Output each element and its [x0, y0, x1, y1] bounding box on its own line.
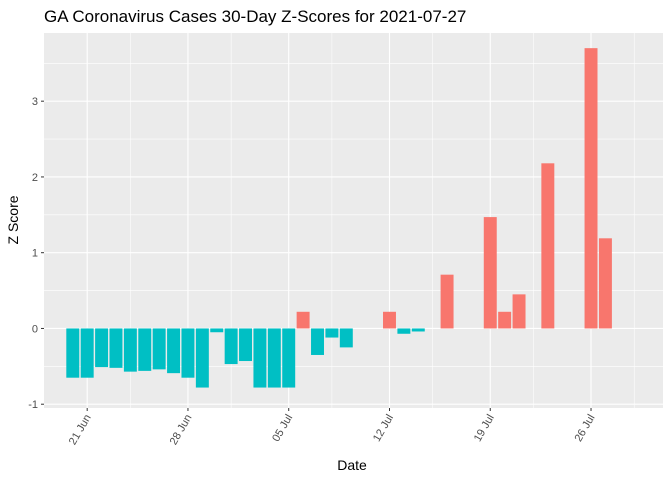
minor-gridlines [44, 33, 663, 408]
bar-series [66, 48, 612, 388]
y-axis-title: Z Score [5, 195, 21, 244]
bar-2021-07-04 [267, 328, 281, 388]
bar-2021-06-20 [66, 328, 80, 378]
bar-2021-07-13 [397, 328, 411, 334]
y-tick-label: -1 [28, 399, 38, 411]
bar-2021-06-21 [80, 328, 94, 378]
x-axis: 21 Jun 28 Jun 05 Jul 12 Jul 19 Jul 26 Jul [67, 408, 598, 447]
x-axis-title: Date [337, 457, 367, 473]
bar-2021-07-08 [325, 328, 339, 338]
bar-2021-07-26 [584, 48, 598, 329]
y-tick-label: 0 [32, 323, 38, 335]
bar-2021-06-30 [210, 328, 224, 333]
bar-2021-06-24 [123, 328, 137, 372]
bar-2021-06-25 [138, 328, 152, 371]
x-tick-label: 26 Jul [573, 413, 598, 444]
x-tick-label: 19 Jul [472, 413, 497, 444]
bar-2021-07-06 [296, 311, 310, 329]
bar-2021-07-02 [239, 328, 253, 362]
bar-2021-07-19 [483, 217, 497, 329]
bar-2021-07-09 [339, 328, 353, 348]
chart-title: GA Coronavirus Cases 30-Day Z-Scores for… [44, 7, 466, 26]
bar-2021-07-12 [383, 311, 396, 329]
x-tick-label: 05 Jul [270, 413, 295, 444]
bar-2021-06-26 [152, 328, 166, 370]
y-axis: -1 0 1 2 3 [28, 96, 44, 411]
bar-2021-06-22 [95, 328, 109, 368]
x-tick-label: 28 Jun [168, 413, 195, 448]
bar-2021-06-23 [109, 328, 123, 368]
x-tick-label: 21 Jun [67, 413, 94, 448]
x-tick-label: 12 Jul [371, 413, 396, 444]
bar-2021-07-14 [411, 328, 425, 332]
bar-2021-07-20 [498, 311, 512, 329]
bar-2021-06-29 [195, 328, 209, 388]
y-tick-label: 2 [32, 172, 38, 184]
bar-2021-06-28 [181, 328, 195, 378]
bar-2021-07-07 [311, 328, 324, 355]
bar-2021-07-16 [440, 274, 454, 329]
bar-2021-07-23 [541, 163, 555, 329]
bar-2021-07-21 [512, 294, 526, 329]
y-tick-label: 1 [32, 248, 38, 260]
bar-2021-06-27 [167, 328, 181, 374]
bar-2021-07-03 [253, 328, 267, 388]
bar-2021-07-05 [282, 328, 296, 388]
bar-2021-07-01 [224, 328, 238, 365]
bar-2021-07-27 [598, 238, 612, 329]
y-tick-label: 3 [32, 96, 38, 108]
